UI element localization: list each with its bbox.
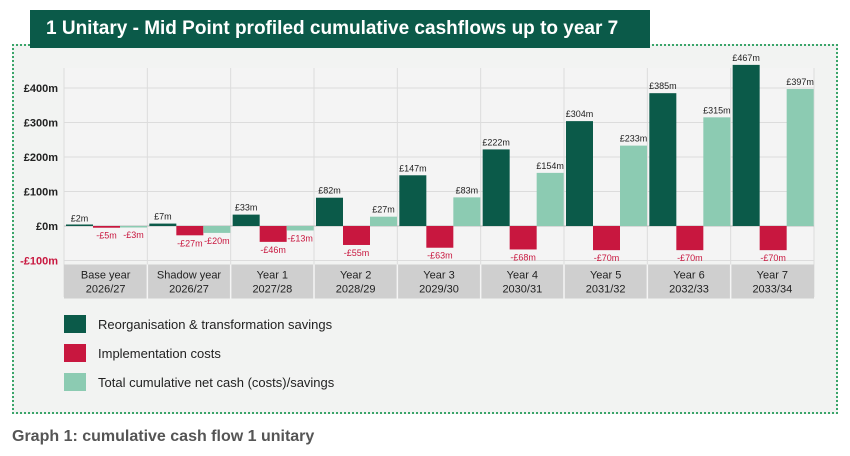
x-tick-label: Year 7 [757,270,788,282]
net-data-label: -£3m [123,230,144,240]
cost-bar [93,226,120,228]
cost-data-label: -£70m [677,253,703,263]
savings-bar [66,224,93,226]
x-tick-label: Year 4 [507,270,538,282]
x-tick-label: Year 5 [590,270,621,282]
legend-label-costs: Implementation costs [98,345,221,361]
savings-data-label: £2m [71,213,89,223]
savings-bar [482,149,510,226]
legend-swatch-savings [64,315,86,333]
cost-data-label: -£68m [510,252,536,262]
legend-item-net: Total cumulative net cash (costs)/saving… [64,372,334,392]
cost-data-label: -£46m [260,245,286,255]
y-tick-label: £300m [24,118,58,130]
savings-bar [732,64,760,226]
legend-item-costs: Implementation costs [64,343,334,363]
cost-bar [343,226,370,245]
net-bar [786,89,814,226]
savings-data-label: £7m [154,212,172,222]
net-data-label: £397m [786,77,814,87]
y-tick-label: -£100m [20,256,58,268]
legend: Reorganisation & transformation savings … [64,314,334,401]
net-data-label: £154m [536,161,564,171]
cost-data-label: -£55m [344,248,370,258]
y-tick-label: £100m [24,187,58,199]
net-data-label: £233m [620,134,648,144]
x-tick-sublabel: 2026/27 [169,284,209,296]
savings-bar [399,175,427,226]
cost-bar [259,226,287,242]
savings-data-label: £385m [649,81,677,91]
net-bar [203,226,231,233]
net-bar [370,216,397,226]
net-data-label: -£13m [287,233,313,243]
x-tick-label: Year 6 [673,270,704,282]
cost-bar [426,226,454,248]
y-tick-label: £0m [36,221,58,233]
figure-caption: Graph 1: cumulative cash flow 1 unitary [12,428,315,445]
y-tick-label: £400m [24,83,58,95]
x-tick-label: Base year [81,270,131,282]
net-bar [703,117,731,226]
cost-data-label: -£63m [427,251,453,261]
savings-bar [566,121,593,226]
net-data-label: -£20m [204,236,230,246]
net-bar [286,226,314,231]
cost-data-label: -£70m [594,253,620,263]
cost-data-label: -£27m [177,238,203,248]
x-tick-sublabel: 2033/34 [752,284,792,296]
cost-bar [676,226,704,251]
net-bar [453,197,481,226]
savings-data-label: £82m [318,186,341,196]
x-tick-label: Year 1 [257,270,288,282]
x-tick-label: Year 2 [340,270,371,282]
chart-title: 1 Unitary - Mid Point profiled cumulativ… [30,10,650,48]
savings-data-label: £467m [732,53,760,63]
x-tick-sublabel: 2032/33 [669,284,709,296]
legend-swatch-costs [64,344,86,362]
legend-label-net: Total cumulative net cash (costs)/saving… [98,374,335,390]
cost-data-label: -£70m [760,253,786,263]
savings-bar [316,197,343,226]
savings-bar [232,214,260,226]
net-data-label: £27m [372,205,395,215]
x-tick-sublabel: 2027/28 [252,284,292,296]
savings-bar [649,93,677,226]
category-label-band [64,264,814,299]
net-data-label: £315m [703,105,731,115]
x-tick-sublabel: 2030/31 [502,284,542,296]
cost-data-label: -£5m [96,231,117,241]
savings-data-label: £147m [399,163,427,173]
cost-bar [593,226,620,251]
savings-data-label: £222m [482,137,510,147]
net-bar [120,226,147,228]
x-tick-label: Shadow year [157,270,222,282]
cost-bar [176,226,204,236]
net-bar [536,172,564,226]
cost-bar [759,226,787,251]
net-data-label: £83m [456,185,479,195]
x-tick-sublabel: 2026/27 [86,284,126,296]
legend-label-savings: Reorganisation & transformation savings [98,316,333,332]
x-tick-sublabel: 2031/32 [586,284,626,296]
savings-bar [149,223,177,226]
legend-swatch-net [64,373,86,391]
x-tick-sublabel: 2029/30 [419,284,459,296]
y-tick-label: £200m [24,152,58,164]
savings-data-label: £304m [566,109,594,119]
x-tick-label: Year 3 [423,270,454,282]
net-bar [620,145,647,226]
savings-data-label: £33m [235,203,258,213]
cost-bar [509,226,537,250]
x-tick-sublabel: 2028/29 [336,284,376,296]
legend-item-savings: Reorganisation & transformation savings [64,314,334,334]
